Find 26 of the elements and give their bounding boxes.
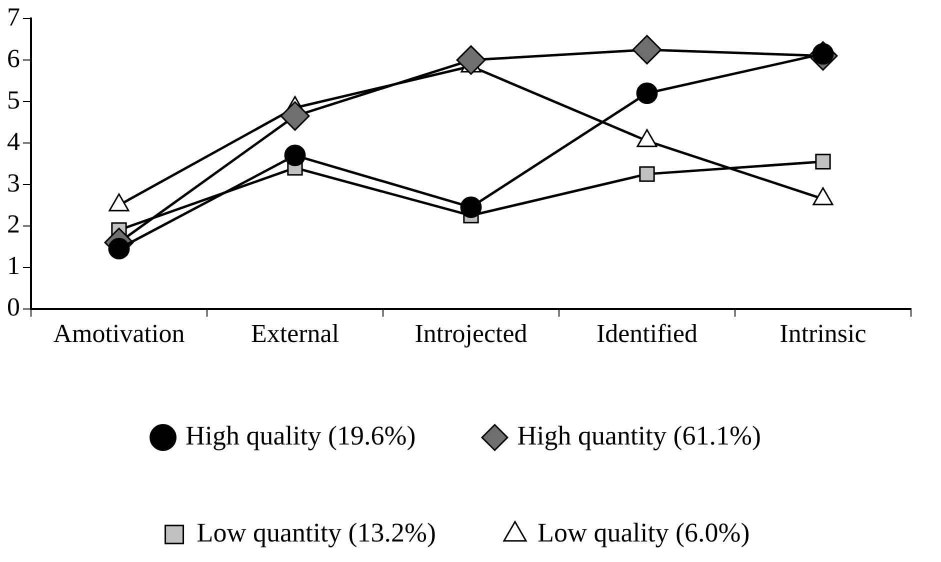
y-tick-label: 3: [7, 168, 20, 198]
x-tick-label: Intrinsic: [780, 319, 866, 348]
point: [284, 144, 306, 166]
legend-label: Low quality (6.0%): [538, 518, 750, 548]
point: [636, 82, 658, 104]
y-tick-label: 1: [7, 251, 20, 280]
point: [639, 166, 655, 182]
x-tick-label: Introjected: [414, 319, 528, 348]
y-tick-label: 2: [7, 210, 20, 239]
point: [108, 238, 130, 260]
point: [632, 34, 662, 64]
x-tick-label: Identified: [596, 319, 698, 348]
y-tick-label: 6: [7, 44, 20, 73]
x-tick-label: External: [250, 319, 340, 348]
y-tick-label: 0: [7, 292, 20, 322]
y-tick-label: 4: [7, 126, 20, 156]
point: [280, 101, 310, 131]
y-tick-label: 5: [7, 85, 20, 114]
y-tick-label: 7: [7, 2, 20, 32]
point: [456, 45, 486, 75]
legend-label: Low quantity (13.2%): [196, 518, 436, 548]
x-tick-label: Amotivation: [53, 319, 185, 348]
point: [815, 154, 831, 170]
legend-label: High quality (19.6%): [186, 420, 416, 451]
point: [460, 196, 482, 218]
legend-label: High quantity (61.1%): [517, 420, 761, 451]
